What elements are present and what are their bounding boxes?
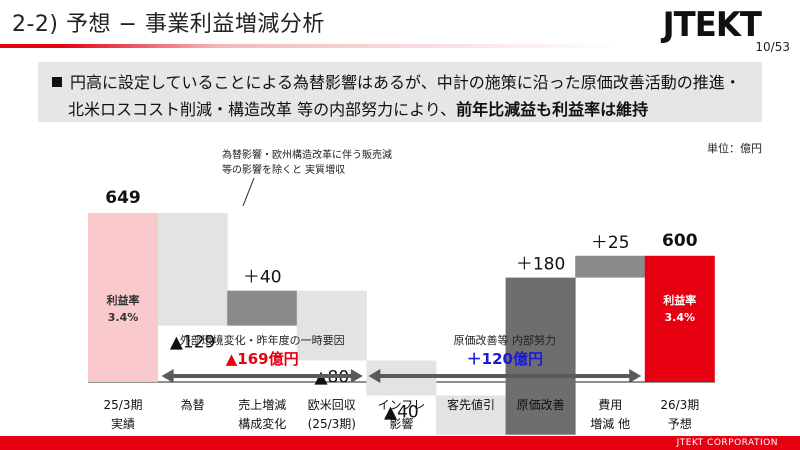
total-value-label-0: 649 [105, 188, 141, 208]
category-label-0-0: 25/3期 [104, 398, 143, 412]
waterfall-bar-8 [644, 255, 715, 382]
title-underline [0, 44, 620, 48]
category-label-7-0: 費用 [598, 397, 622, 412]
delta-value-label-4: ▲40 [384, 402, 419, 422]
margin-value-8: 3.4% [665, 311, 696, 324]
unit-label: 単位：億円 [707, 142, 762, 155]
jtekt-logo: JTEKT [662, 5, 762, 45]
group-arrow-right-icon-0 [350, 369, 363, 383]
category-label-7-1: 増減 他 [590, 416, 630, 431]
annotation-leader [242, 177, 255, 207]
category-label-2-0: 売上増減 [238, 397, 286, 412]
square-bullet-icon [52, 77, 62, 87]
waterfall-bar-6 [505, 277, 576, 435]
margin-label-0: 利益率 [107, 293, 140, 307]
group-arrow-left-icon-1 [368, 369, 381, 383]
waterfall-bar-2 [227, 290, 298, 326]
group-arrow-right-icon-1 [629, 369, 642, 383]
page-number: 10/53 [755, 40, 790, 54]
category-label-8-0: 26/3期 [660, 398, 699, 412]
group-caption-1: 原価改善等 内部努力 [454, 333, 557, 347]
category-label-4-1: 影響 [389, 416, 413, 431]
waterfall-bar-5 [436, 395, 506, 435]
group-total-1: ＋120億円 [467, 350, 543, 368]
chart-annotation: 為替影響・欧州構造改革に伴う販売減 等の影響を除くと 実質増収 [222, 148, 392, 178]
category-label-0-1: 実績 [111, 416, 135, 431]
delta-value-label-1: ▲129 [170, 333, 216, 353]
footer-company: JTEKT CORPORATION [676, 438, 778, 448]
category-label-5-0: 客先値引 [447, 397, 495, 412]
summary-line-2: 北米ロスコスト削減・構造改革 等の内部努力により、前年比減益も利益率は維持 [68, 96, 648, 120]
summary-text-2-bold: 前年比減益も利益率は維持 [456, 100, 649, 119]
delta-value-label-6: ＋180 [516, 255, 565, 275]
margin-value-0: 3.4% [108, 311, 139, 324]
delta-value-label-2: ＋40 [243, 268, 282, 288]
group-arrow-left-icon-0 [161, 369, 174, 383]
category-label-3-1: (25/3期) [308, 417, 356, 431]
group-total-0: ▲169億円 [226, 350, 299, 368]
margin-label-8: 利益率 [663, 293, 696, 307]
annotation-line-1: 為替影響・欧州構造改革に伴う販売減 [222, 150, 392, 161]
summary-text-2: 北米ロスコスト削減・構造改革 等の内部努力により、 [68, 100, 457, 119]
waterfall-bar-3 [296, 290, 367, 361]
annotation-line-2: 等の影響を除くと 実質増収 [222, 165, 346, 176]
group-caption-0: 外部環境変化・昨年度の一時要因 [180, 333, 345, 347]
category-label-2-1: 構成変化 [238, 416, 286, 431]
waterfall-bar-1 [157, 213, 228, 326]
category-label-1-0: 為替 [181, 398, 205, 412]
waterfall-bar-0 [88, 213, 158, 382]
category-label-6-0: 原価改善 [517, 397, 565, 412]
category-label-8-1: 予想 [668, 416, 692, 431]
category-label-3-0: 欧米回収 [308, 398, 356, 412]
summary-box: 円高に設定していることによる為替影響はあるが、中計の施策に沿った原価改善活動の推… [38, 62, 762, 122]
waterfall-bar-7 [575, 255, 646, 278]
footer-bar: JTEKT CORPORATION [0, 436, 800, 450]
summary-line-1: 円高に設定していることによる為替影響はあるが、中計の施策に沿った原価改善活動の推… [52, 69, 741, 93]
category-label-4-0: インフレ [378, 398, 426, 412]
page-title: 2-2) 予想 − 事業利益増減分析 [12, 12, 325, 37]
summary-text-1: 円高に設定していることによる為替影響はあるが、中計の施策に沿った原価改善活動の推… [70, 73, 741, 92]
delta-value-label-7: ＋25 [591, 233, 630, 253]
total-value-label-8: 600 [662, 231, 698, 251]
